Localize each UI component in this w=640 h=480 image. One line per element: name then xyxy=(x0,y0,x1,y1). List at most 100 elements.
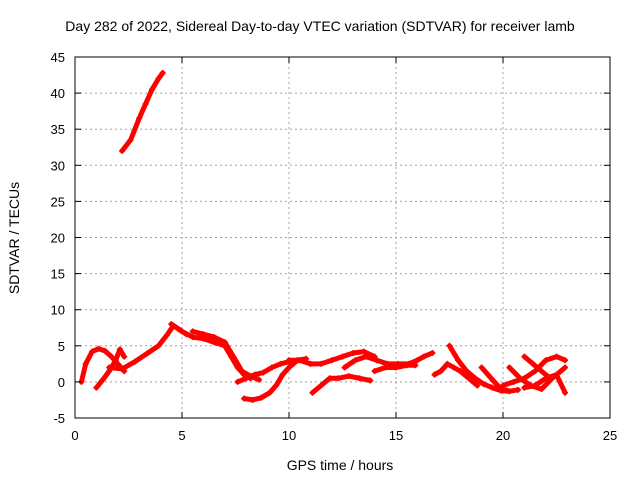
series-arc-13 xyxy=(431,360,481,389)
data-point xyxy=(131,358,138,365)
data-point xyxy=(363,353,370,360)
data-point xyxy=(286,357,292,364)
data-point xyxy=(455,357,462,364)
data-point xyxy=(367,377,374,384)
data-point xyxy=(352,357,359,364)
data-point xyxy=(238,368,245,375)
data-point xyxy=(296,357,303,364)
y-tick-label: -5 xyxy=(53,411,65,426)
data-point xyxy=(489,384,496,391)
data-point xyxy=(309,389,316,396)
data-point xyxy=(478,364,485,371)
data-point xyxy=(164,331,171,338)
data-point xyxy=(211,334,218,341)
data-point xyxy=(93,384,100,391)
data-point xyxy=(521,353,528,360)
data-series xyxy=(78,69,569,403)
data-point xyxy=(350,350,357,357)
data-point xyxy=(472,375,479,382)
data-point xyxy=(99,376,106,383)
data-point xyxy=(142,100,149,107)
data-point xyxy=(221,339,228,346)
data-point xyxy=(373,357,380,364)
series-arc-10 xyxy=(309,373,374,396)
data-point xyxy=(345,373,352,380)
data-point xyxy=(144,350,151,357)
data-point xyxy=(243,375,250,382)
data-point xyxy=(429,350,436,357)
data-point xyxy=(106,364,113,371)
x-tick-label: 25 xyxy=(603,428,617,443)
data-point xyxy=(491,378,498,385)
data-point xyxy=(189,328,196,335)
data-point xyxy=(500,382,506,389)
data-point xyxy=(465,375,472,382)
data-point xyxy=(532,368,539,375)
data-point xyxy=(241,395,248,402)
data-point xyxy=(562,364,569,371)
data-point xyxy=(168,321,175,328)
data-point xyxy=(136,115,143,122)
series-arc-1 xyxy=(119,69,166,154)
data-point xyxy=(307,360,314,367)
data-point xyxy=(260,369,267,376)
x-axis-label: GPS time / hours xyxy=(286,457,394,473)
x-tick-label: 0 xyxy=(71,428,78,443)
data-point xyxy=(457,368,464,375)
data-point xyxy=(277,360,284,367)
series-arc-19 xyxy=(521,353,554,382)
data-point xyxy=(371,368,378,375)
data-point xyxy=(446,342,453,349)
data-point xyxy=(463,368,470,375)
data-point xyxy=(553,371,560,378)
x-tick-label: 10 xyxy=(282,428,296,443)
axis-ticks: 0 5 10 15 20 25 -5 0 5 10 15 20 25 30 35 40 45 xyxy=(51,50,618,443)
y-tick-label: 40 xyxy=(51,86,65,101)
data-point xyxy=(485,371,492,378)
data-point xyxy=(149,86,156,93)
data-point xyxy=(506,364,513,371)
y-tick-label: 20 xyxy=(51,231,65,246)
data-point xyxy=(480,381,487,388)
data-point xyxy=(108,353,115,360)
x-tick-label: 20 xyxy=(496,428,510,443)
series-arc-16 xyxy=(500,353,569,389)
data-point xyxy=(326,375,333,382)
data-point xyxy=(444,360,451,367)
data-point xyxy=(266,389,273,396)
data-point xyxy=(116,346,123,353)
y-tick-label: 35 xyxy=(51,122,65,137)
data-point xyxy=(230,353,237,360)
data-point xyxy=(200,331,207,338)
data-point xyxy=(119,365,126,372)
data-point xyxy=(268,364,275,371)
data-point xyxy=(514,386,521,393)
data-point xyxy=(318,360,325,367)
data-point xyxy=(562,357,569,364)
data-point xyxy=(510,378,517,385)
data-point xyxy=(119,147,126,154)
data-point xyxy=(538,368,545,375)
data-point xyxy=(234,378,241,385)
x-tick-label: 5 xyxy=(178,428,185,443)
data-point xyxy=(211,339,218,346)
data-point xyxy=(450,364,457,371)
data-point xyxy=(517,375,524,382)
data-point xyxy=(339,353,346,360)
data-point xyxy=(101,347,108,354)
y-tick-label: 15 xyxy=(51,267,65,282)
data-point xyxy=(360,348,367,355)
data-point xyxy=(529,360,536,367)
data-point xyxy=(474,382,481,389)
data-point xyxy=(497,386,504,393)
series-arc-11 xyxy=(341,350,436,371)
y-tick-label: 30 xyxy=(51,158,65,173)
data-point xyxy=(504,387,511,394)
data-point xyxy=(437,368,444,375)
x-tick-label: 15 xyxy=(389,428,403,443)
data-point xyxy=(532,382,539,389)
data-point xyxy=(547,375,554,382)
data-point xyxy=(403,362,410,369)
data-point xyxy=(95,345,102,352)
